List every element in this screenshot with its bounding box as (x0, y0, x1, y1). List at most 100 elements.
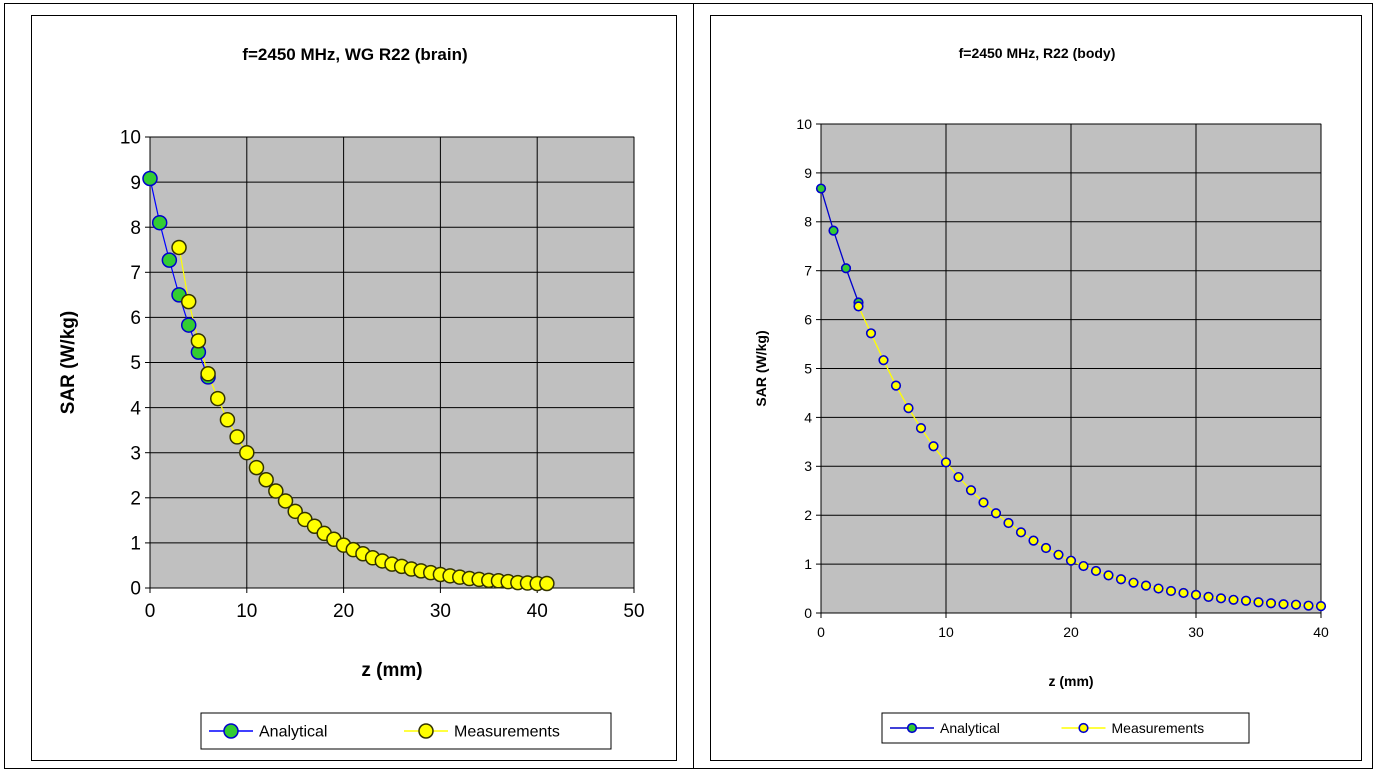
data-point-measurements (219, 412, 236, 428)
data-point-measurements (1190, 589, 1202, 601)
data-point-analytical (161, 252, 178, 268)
y-tick-label: 0 (130, 579, 141, 600)
data-point-analytical (151, 214, 168, 231)
legend-label-measurements: Measurements (1112, 720, 1205, 736)
data-point-measurements (1003, 517, 1014, 529)
data-point-measurements (1090, 565, 1102, 577)
chart-title: f=2450 MHz, WG R22 (brain) (242, 45, 467, 64)
brain-chart: f=2450 MHz, WG R22 (brain) 0 1 2 3 4 5 6 7 8 9 10 0 1… (31, 15, 677, 761)
data-point-measurements (1240, 595, 1252, 606)
data-point-measurements (1153, 583, 1164, 594)
data-point-measurements (1315, 601, 1327, 612)
data-point-measurements (1128, 577, 1139, 588)
data-point-analytical (142, 170, 158, 187)
legend-label-analytical: Analytical (940, 720, 1000, 736)
data-point-measurements (1140, 580, 1152, 591)
data-point-measurements (1103, 570, 1114, 581)
y-tick-label: 2 (804, 507, 812, 523)
data-point-measurements (248, 459, 265, 476)
data-point-measurements (978, 497, 989, 508)
data-point-measurements (1065, 555, 1077, 566)
data-point-measurements (915, 423, 927, 434)
y-tick-label: 10 (796, 116, 812, 132)
y-axis-title: SAR (W/kg) (753, 330, 769, 406)
data-point-measurements (229, 429, 245, 445)
data-point-measurements (878, 355, 889, 366)
data-point-analytical (815, 183, 827, 194)
data-point-measurements (539, 575, 555, 592)
y-tick-label: 2 (130, 488, 141, 509)
data-point-measurements (1303, 600, 1314, 611)
data-point-measurements (171, 239, 187, 256)
data-point-measurements (1178, 587, 1189, 599)
data-point-measurements (210, 390, 226, 407)
data-point-measurements (277, 493, 294, 509)
data-point-measurements (940, 457, 952, 468)
data-point-measurements (1165, 585, 1177, 597)
data-point-measurements (1278, 599, 1289, 610)
y-tick-label: 5 (804, 360, 812, 376)
y-tick-label: 9 (130, 173, 141, 194)
y-tick-label: 3 (130, 443, 141, 464)
x-axis-title: z (mm) (361, 660, 422, 681)
data-point-measurements (903, 403, 914, 414)
y-tick-label: 9 (804, 165, 812, 181)
data-point-measurements (1115, 574, 1127, 585)
legend-marker-measurements (1078, 722, 1089, 734)
y-tick-label: 7 (130, 263, 141, 284)
y-tick-label: 10 (120, 128, 141, 149)
legend-label-measurements: Measurements (454, 724, 560, 741)
x-tick-label: 50 (623, 601, 644, 622)
data-point-measurements (1228, 594, 1239, 605)
data-point-measurements (1203, 591, 1214, 602)
y-tick-label: 6 (130, 308, 141, 329)
data-point-measurements (258, 472, 274, 488)
data-point-measurements (953, 471, 964, 483)
x-tick-label: 20 (1063, 624, 1079, 640)
series-line-analytical (820, 188, 860, 303)
data-point-measurements (1015, 527, 1027, 538)
data-point-measurements (1253, 597, 1264, 608)
data-point-measurements (853, 301, 864, 312)
x-tick-label: 10 (938, 624, 954, 640)
data-point-analytical (180, 317, 197, 333)
x-tick-label: 30 (430, 601, 451, 622)
y-tick-label: 5 (130, 353, 141, 374)
y-tick-label: 8 (804, 214, 812, 230)
data-point-measurements (190, 333, 207, 349)
x-tick-label: 0 (145, 601, 156, 622)
data-point-measurements (268, 483, 284, 499)
data-point-measurements (865, 328, 877, 339)
page-frame (4, 3, 1373, 769)
data-point-measurements (180, 293, 197, 310)
data-point-measurements (1040, 542, 1052, 554)
data-point-measurements (890, 380, 902, 391)
data-point-measurements (1290, 599, 1302, 610)
x-tick-label: 40 (527, 601, 548, 622)
data-point-measurements (990, 508, 1002, 519)
x-tick-label: 0 (817, 624, 825, 640)
data-point-analytical (840, 263, 852, 274)
y-tick-label: 4 (130, 398, 141, 419)
y-tick-label: 1 (804, 556, 812, 572)
data-point-analytical (828, 225, 839, 236)
legend-marker-analytical (223, 723, 239, 739)
data-point-measurements (1265, 598, 1277, 609)
body-chart-svg: f=2450 MHz, R22 (body) 0 1 2 3 4 5 6 7 8 9 10 0 10 20 3… (753, 45, 1329, 744)
data-point-measurements (239, 444, 255, 461)
data-point-measurements (1078, 560, 1089, 572)
y-axis-title: SAR (W/kg) (58, 311, 79, 414)
legend-marker-measurements (418, 723, 434, 739)
y-tick-label: 8 (130, 218, 141, 239)
y-tick-label: 3 (804, 458, 812, 474)
data-point-measurements (1028, 535, 1039, 546)
body-chart: f=2450 MHz, R22 (body) 0 1 2 3 4 5 6 7 8 9 10 0 10 20 3… (710, 15, 1362, 761)
y-tick-label: 4 (804, 409, 812, 425)
data-point-measurements (1053, 549, 1064, 560)
legend-label-analytical: Analytical (259, 724, 327, 741)
brain-chart-svg: f=2450 MHz, WG R22 (brain) 0 1 2 3 4 5 6 7 8 9 10 0 1… (58, 45, 645, 750)
chart-title: f=2450 MHz, R22 (body) (959, 45, 1116, 61)
data-point-measurements (928, 441, 939, 452)
data-point-measurements (1215, 593, 1227, 604)
x-tick-label: 40 (1313, 624, 1329, 640)
